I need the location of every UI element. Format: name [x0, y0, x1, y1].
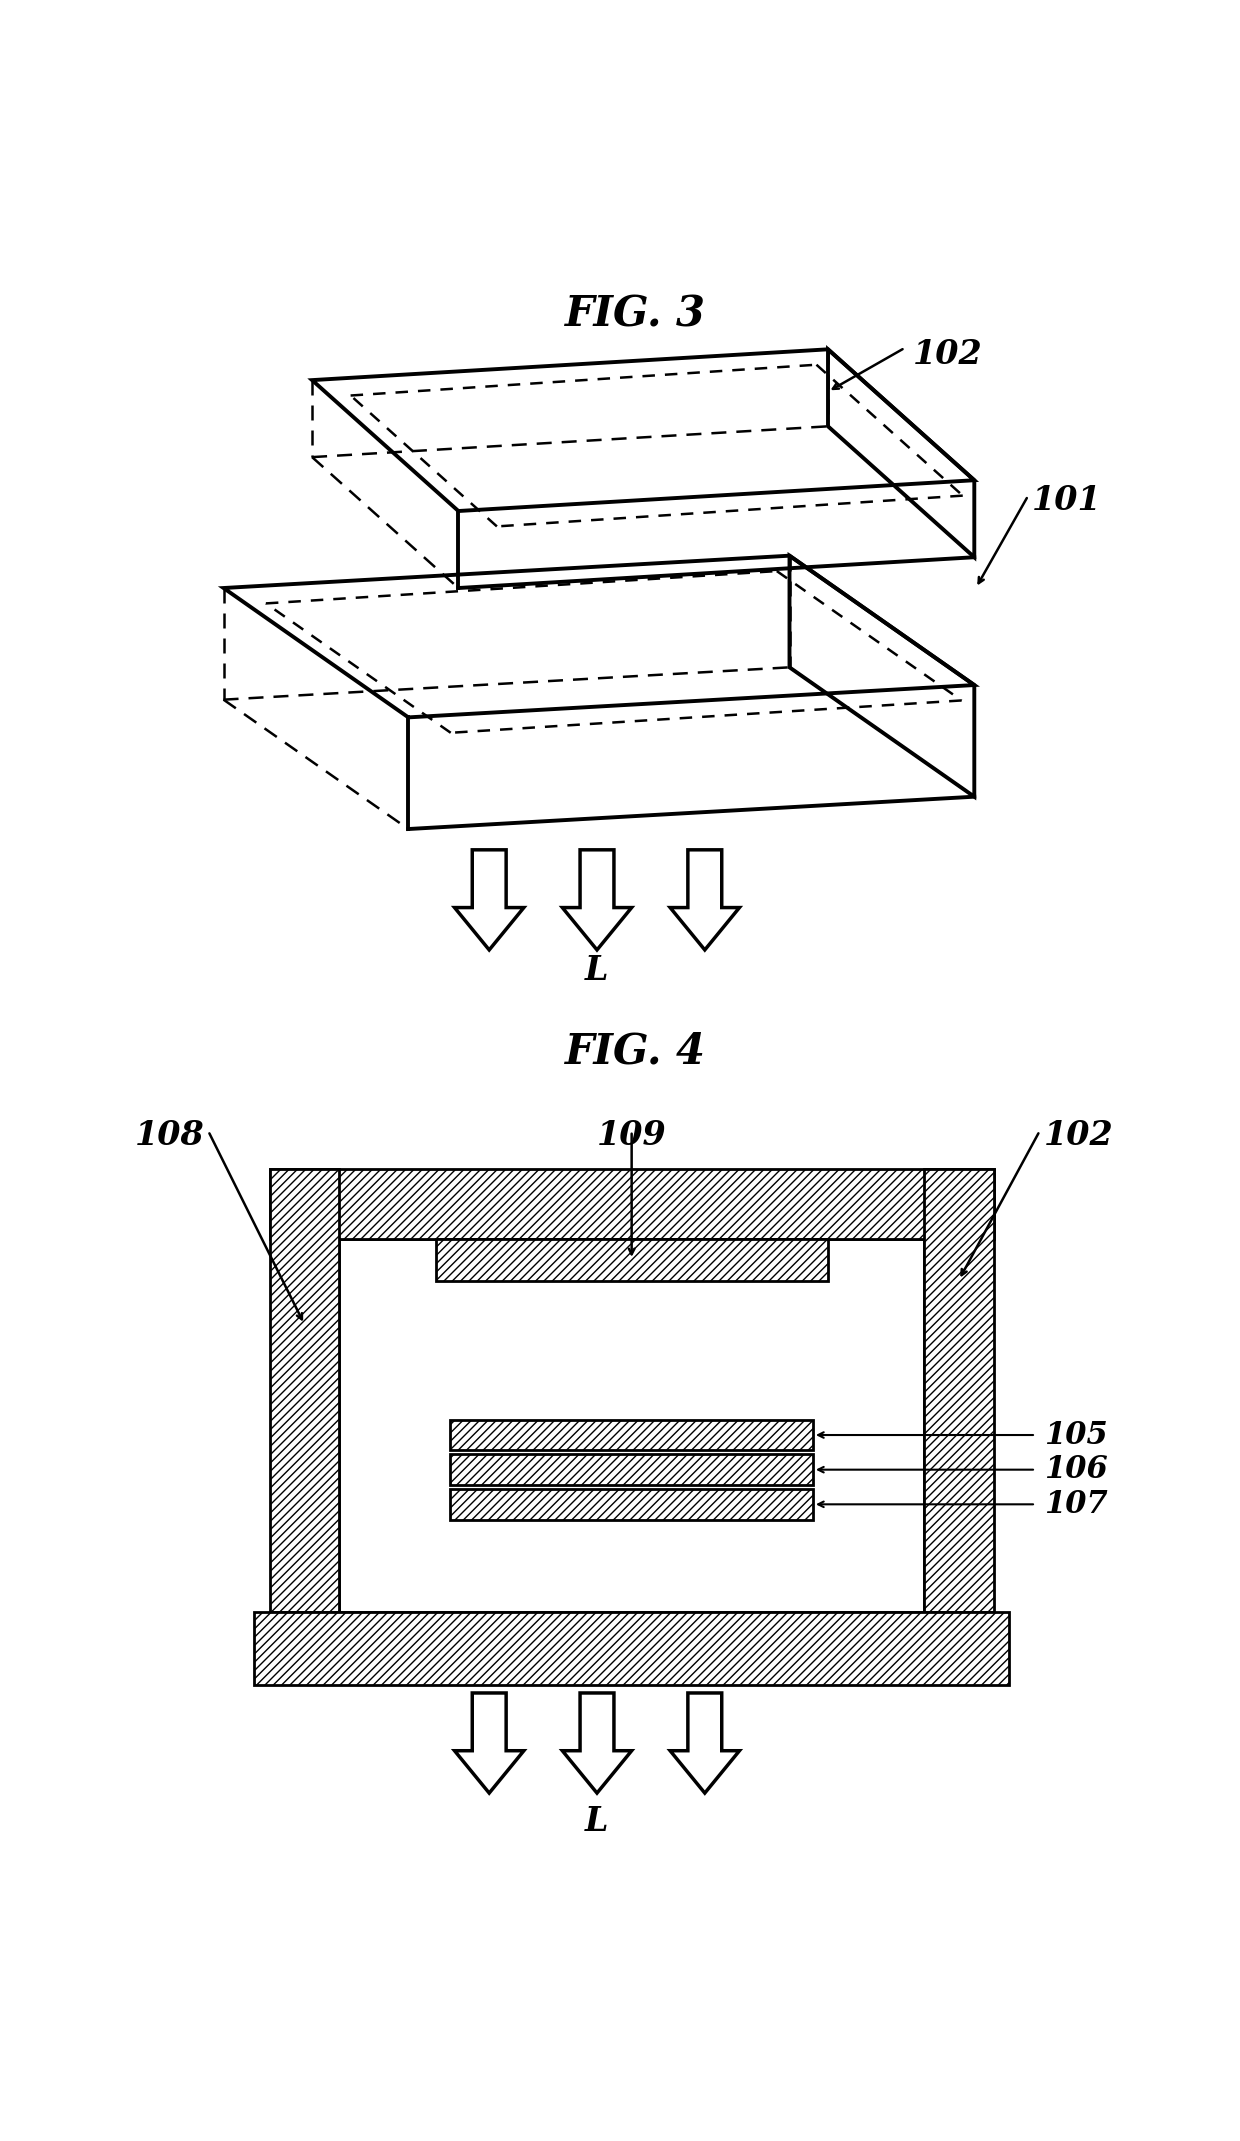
Text: 105: 105	[1044, 1419, 1107, 1449]
Bar	[450, 1454, 813, 1486]
Polygon shape	[563, 1694, 631, 1792]
Text: FIG. 3: FIG. 3	[565, 293, 706, 336]
Text: L: L	[585, 1805, 609, 1837]
Bar	[435, 1240, 827, 1280]
Text: 101: 101	[1032, 484, 1102, 518]
Bar	[254, 1612, 1009, 1685]
Bar	[450, 1419, 813, 1449]
Text: 106: 106	[1044, 1454, 1107, 1486]
Polygon shape	[455, 850, 523, 951]
Polygon shape	[670, 1694, 739, 1792]
Text: 107: 107	[1044, 1488, 1107, 1520]
Text: FIG. 4: FIG. 4	[565, 1030, 706, 1073]
Polygon shape	[563, 850, 631, 951]
Bar	[339, 1240, 924, 1612]
Text: L: L	[585, 953, 609, 987]
Text: 108: 108	[135, 1120, 205, 1152]
Polygon shape	[455, 1694, 523, 1792]
Bar	[270, 1169, 993, 1240]
Polygon shape	[670, 850, 739, 951]
Bar	[924, 1169, 993, 1612]
Text: 109: 109	[596, 1120, 667, 1152]
Text: 102: 102	[913, 338, 982, 370]
Text: 102: 102	[1044, 1120, 1114, 1152]
Bar	[450, 1488, 813, 1520]
Bar	[270, 1169, 339, 1612]
